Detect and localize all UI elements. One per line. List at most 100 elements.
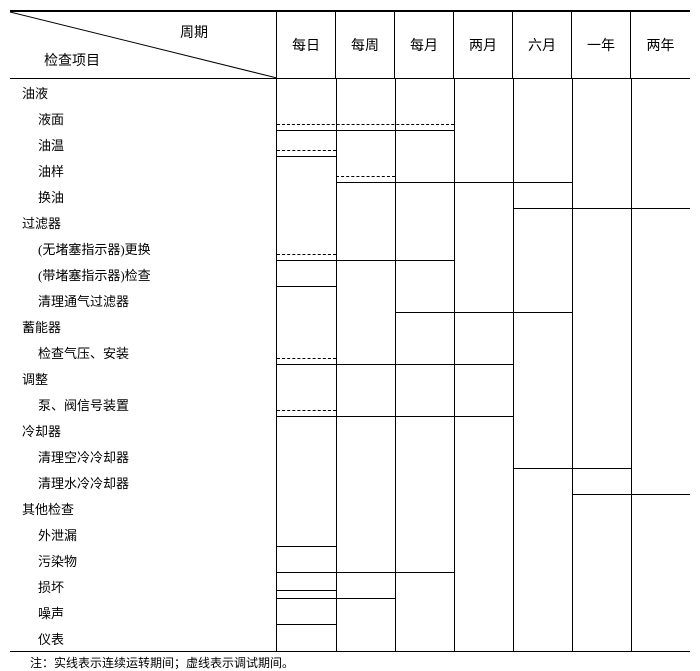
table-row: 过滤器 <box>10 209 690 235</box>
segment-18 <box>277 572 454 573</box>
row-label-grp-cooler: 冷却器 <box>10 417 277 443</box>
table-row: 仪表 <box>10 625 690 651</box>
header-col-3: 两月 <box>454 12 513 78</box>
row-label-other-contam: 污染物 <box>10 547 277 573</box>
table-row: 清理通气过滤器 <box>10 287 690 313</box>
table-row: 冷却器 <box>10 417 690 443</box>
row-label-text: 冷却器 <box>10 421 61 440</box>
row-label-adjust-pump: 泵、阀信号装置 <box>10 391 277 417</box>
row-label-grp-other: 其他检查 <box>10 495 277 521</box>
row-label-other-leak: 外泄漏 <box>10 521 277 547</box>
segment-19 <box>277 598 395 599</box>
table-row: 调整 <box>10 365 690 391</box>
header-col-2: 每月 <box>395 12 454 78</box>
segment-9 <box>277 286 336 287</box>
table-row: 外泄漏 <box>10 521 690 547</box>
segment-3 <box>277 150 336 151</box>
segment-10 <box>395 312 572 313</box>
row-label-filter-check: (带堵塞指示器)检查 <box>10 261 277 287</box>
header-col-4: 六月 <box>513 12 572 78</box>
row-label-oil-sample: 油样 <box>10 157 277 183</box>
segment-1 <box>277 124 454 125</box>
row-label-text: 损坏 <box>10 577 64 596</box>
row-label-accum-check: 检查气压、安装 <box>10 339 277 365</box>
table-header-row: 周期 检查项目 每日每周每月两月六月一年两年 <box>10 12 690 79</box>
row-label-text: (带堵塞指示器)检查 <box>10 265 151 284</box>
row-label-text: 检查气压、安装 <box>10 343 129 362</box>
segment-12 <box>277 358 336 359</box>
segment-4 <box>336 182 572 183</box>
row-label-text: 油温 <box>10 135 64 154</box>
table-row: 损坏 <box>10 573 690 599</box>
segment-15 <box>513 468 631 469</box>
row-label-oil-level: 液面 <box>10 105 277 131</box>
table-row: 泵、阀信号装置 <box>10 391 690 417</box>
row-label-text: 换油 <box>10 187 64 206</box>
segment-8 <box>277 254 336 255</box>
table-row: 油样 <box>10 157 690 183</box>
row-label-text: 油样 <box>10 161 64 180</box>
row-label-text: 外泄漏 <box>10 525 77 544</box>
table-row: 清理水冷冷却器 <box>10 469 690 495</box>
row-label-grp-accum: 蓄能器 <box>10 313 277 339</box>
page-root: 周期 检查项目 每日每周每月两月六月一年两年 油液液面油温油样换油过滤器 (无堵塞… <box>0 0 700 646</box>
row-label-grp-filter: 过滤器 <box>10 209 277 235</box>
segment-0 <box>277 130 454 131</box>
row-label-text: 泵、阀信号装置 <box>10 395 129 414</box>
segment-17 <box>277 546 336 547</box>
segment-6 <box>513 208 690 209</box>
row-label-text: 液面 <box>10 109 64 128</box>
header-col-0: 每日 <box>277 12 336 78</box>
row-label-cooler-air: 清理空冷冷却器 <box>10 443 277 469</box>
row-label-text: 调整 <box>10 369 48 388</box>
segment-11 <box>277 364 513 365</box>
row-label-text: 过滤器 <box>10 213 61 232</box>
segment-2 <box>277 156 336 157</box>
footnote: 注：实线表示连续运转期间；虚线表示调试期间。 <box>30 654 294 671</box>
header-item-label: 检查项目 <box>44 50 100 70</box>
row-label-grp-oil: 油液 <box>10 79 277 105</box>
row-label-oil-change: 换油 <box>10 183 277 209</box>
row-label-text: 清理空冷冷却器 <box>10 447 129 466</box>
row-label-text: 蓄能器 <box>10 317 61 336</box>
row-label-oil-temp: 油温 <box>10 131 277 157</box>
table-row: 清理空冷冷却器 <box>10 443 690 469</box>
row-label-filter-replace: (无堵塞指示器)更换 <box>10 235 277 261</box>
table-row: (无堵塞指示器)更换 <box>10 235 690 261</box>
maintenance-table: 周期 检查项目 每日每周每月两月六月一年两年 油液液面油温油样换油过滤器 (无堵塞… <box>10 10 690 652</box>
table-row: 其他检查 <box>10 495 690 521</box>
row-label-text: 清理通气过滤器 <box>10 291 129 310</box>
row-label-text: (无堵塞指示器)更换 <box>10 239 151 258</box>
segment-5 <box>336 176 395 177</box>
row-label-other-gauge: 仪表 <box>10 625 277 651</box>
segment-16 <box>572 494 690 495</box>
header-col-1: 每周 <box>336 12 395 78</box>
header-period-label: 周期 <box>180 22 208 42</box>
row-label-other-noise: 噪声 <box>10 599 277 625</box>
table-row: 液面 <box>10 105 690 131</box>
segment-13 <box>277 416 513 417</box>
table-row: 蓄能器 <box>10 313 690 339</box>
header-col-5: 一年 <box>572 12 631 78</box>
table-row: 污染物 <box>10 547 690 573</box>
row-label-text: 仪表 <box>10 629 64 648</box>
table-row: 油温 <box>10 131 690 157</box>
row-label-other-damage: 损坏 <box>10 573 277 599</box>
table-row: 换油 <box>10 183 690 209</box>
table-row: 油液 <box>10 79 690 105</box>
row-label-text: 其他检查 <box>10 499 74 518</box>
table-body: 油液液面油温油样换油过滤器 (无堵塞指示器)更换 (带堵塞指示器)检查清理通气过滤器… <box>10 79 690 651</box>
table-row: (带堵塞指示器)检查 <box>10 261 690 287</box>
row-label-text: 油液 <box>10 83 48 102</box>
header-diagonal-cell: 周期 检查项目 <box>10 12 277 78</box>
segment-7 <box>277 260 454 261</box>
header-col-6: 两年 <box>631 12 690 78</box>
segment-21 <box>277 624 336 625</box>
table-row: 检查气压、安装 <box>10 339 690 365</box>
row-label-filter-breather: 清理通气过滤器 <box>10 287 277 313</box>
row-label-text: 清理水冷冷却器 <box>10 473 129 492</box>
row-label-grp-adjust: 调整 <box>10 365 277 391</box>
row-label-cooler-water: 清理水冷冷却器 <box>10 469 277 495</box>
table-row: 噪声 <box>10 599 690 625</box>
segment-14 <box>277 410 336 411</box>
